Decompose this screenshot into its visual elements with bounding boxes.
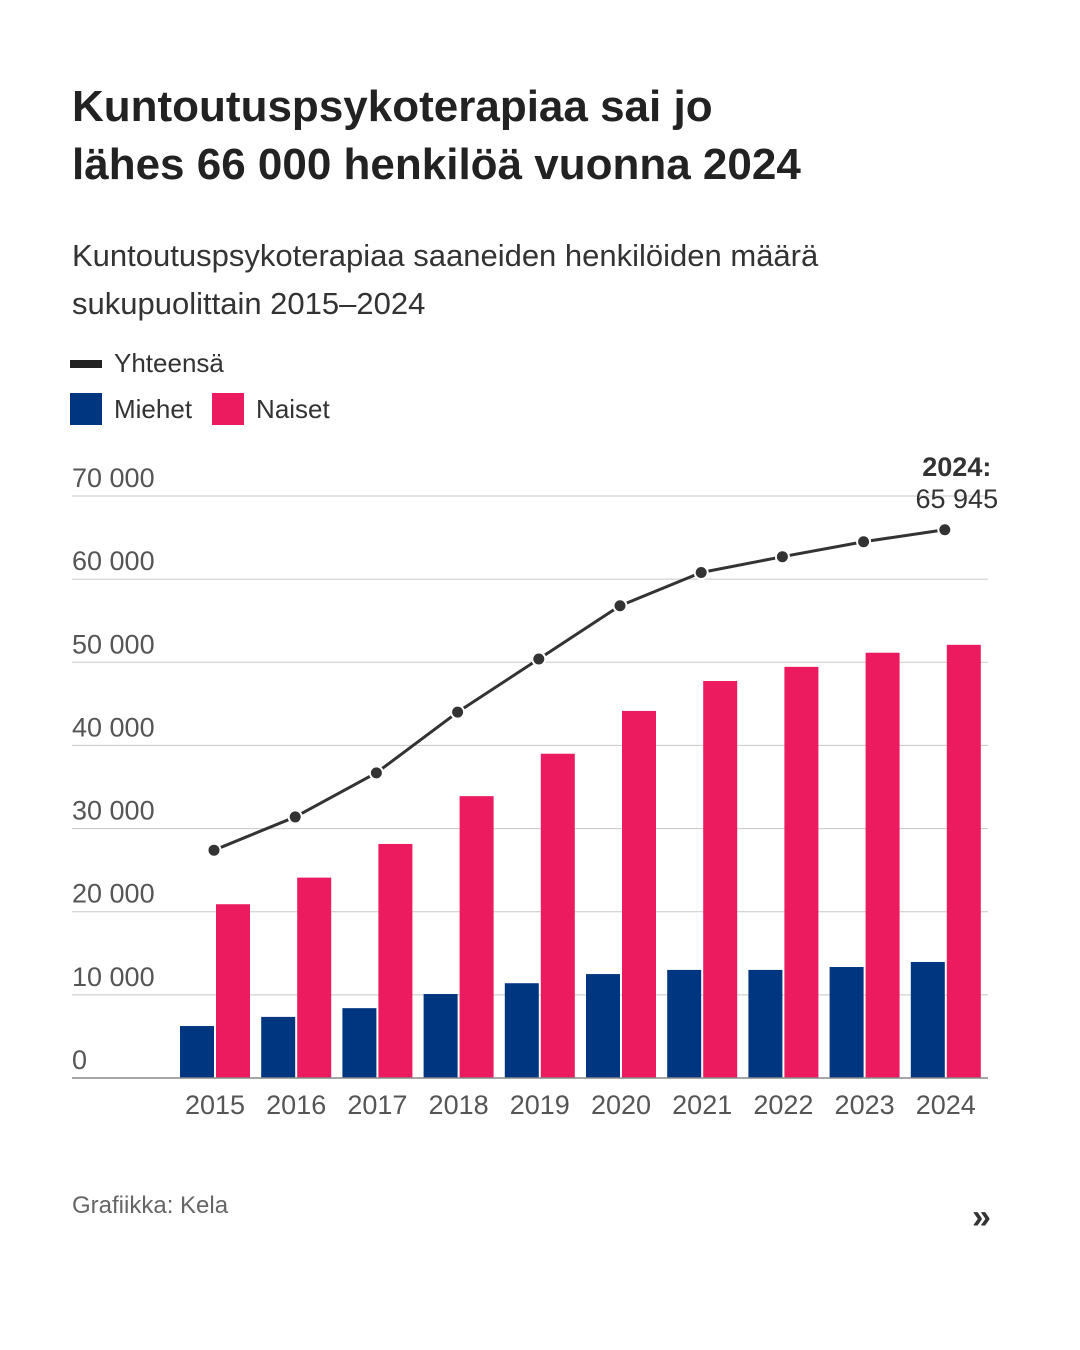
y-tick-label: 40 000 [72, 712, 155, 742]
point-total [937, 522, 953, 538]
bar-men [748, 969, 783, 1078]
x-tick-label: 2015 [185, 1090, 245, 1120]
bar-women [946, 644, 981, 1078]
legend-label-total: Yhteensä [114, 348, 224, 378]
bar-women [459, 796, 494, 1078]
bar-men [910, 962, 945, 1078]
point-total [450, 704, 466, 720]
y-tick-label: 70 000 [72, 463, 155, 493]
x-tick-label: 2024 [916, 1090, 976, 1120]
annotation-value: 65 945 [916, 484, 999, 514]
title-line-2: lähes 66 000 henkilöä vuonna 2024 [72, 140, 801, 189]
bar-women [784, 666, 819, 1078]
point-total [531, 651, 547, 667]
bar-women [540, 753, 575, 1078]
bar-men [504, 983, 539, 1078]
legend-label-women: Naiset [256, 393, 330, 424]
legend-item-total: Yhteensä [70, 348, 224, 379]
chart-subtitle: Kuntoutuspsykoterapiaa saaneiden henkilö… [72, 232, 1032, 328]
bar-women [378, 843, 413, 1078]
x-tick-label: 2018 [429, 1090, 489, 1120]
bar-women [297, 877, 332, 1078]
legend-swatch-men [70, 393, 102, 425]
x-tick-label: 2020 [591, 1090, 651, 1120]
bar-men [261, 1016, 296, 1078]
line-total [213, 528, 946, 852]
x-tick-label: 2023 [835, 1090, 895, 1120]
point-total [856, 534, 872, 550]
subtitle-line-2: sukupuolittain 2015–2024 [72, 286, 426, 321]
title-line-1: Kuntoutuspsykoterapiaa sai jo [72, 82, 713, 131]
point-total [368, 765, 384, 781]
x-tick-label: 2019 [510, 1090, 570, 1120]
legend-item-men: Miehet [70, 393, 192, 425]
chart-svg: 0 10 000 20 000 30 000 40 000 50 000 60 000 70 … [72, 452, 999, 1120]
point-total [206, 842, 222, 858]
x-tick-label: 2021 [672, 1090, 732, 1120]
bar-men [423, 994, 458, 1078]
y-tick-label: 50 000 [72, 629, 155, 659]
legend-label-men: Miehet [114, 393, 193, 424]
y-tick-label: 20 000 [72, 879, 155, 909]
bar-men [180, 1026, 214, 1078]
y-tick-label: 0 [72, 1045, 87, 1075]
x-tick-label: 2022 [753, 1090, 813, 1120]
bar-women [622, 710, 656, 1078]
point-total [612, 598, 628, 614]
bar-men [829, 967, 864, 1078]
bar-men [667, 969, 702, 1078]
bar-women [703, 680, 738, 1078]
x-tick-label: 2017 [347, 1090, 407, 1120]
annotation-label: 2024: [922, 452, 991, 482]
bar-women [865, 652, 900, 1078]
y-tick-label: 10 000 [72, 962, 155, 992]
credit-text: Grafiikka: Kela [72, 1192, 229, 1219]
legend-swatch-women [212, 393, 245, 425]
legend-bars-row: Miehet Naiset [70, 393, 350, 425]
point-total [693, 564, 709, 580]
y-tick-label: 60 000 [72, 546, 155, 576]
legend-total-row: Yhteensä [70, 348, 244, 379]
bar-men [586, 974, 620, 1078]
legend-item-women: Naiset [212, 393, 330, 425]
chart-title: Kuntoutuspsykoterapiaa sai jo lähes 66 0… [72, 78, 1032, 194]
y-tick-label: 30 000 [72, 796, 155, 826]
x-tick-label: 2016 [266, 1090, 326, 1120]
bar-men [342, 1008, 377, 1078]
point-total [287, 809, 303, 825]
legend-line-swatch [70, 359, 102, 368]
point-total [774, 549, 790, 565]
double-chevron-right-icon[interactable]: » [972, 1198, 991, 1236]
bar-women [216, 904, 250, 1078]
subtitle-line-1: Kuntoutuspsykoterapiaa saaneiden henkilö… [72, 238, 819, 273]
